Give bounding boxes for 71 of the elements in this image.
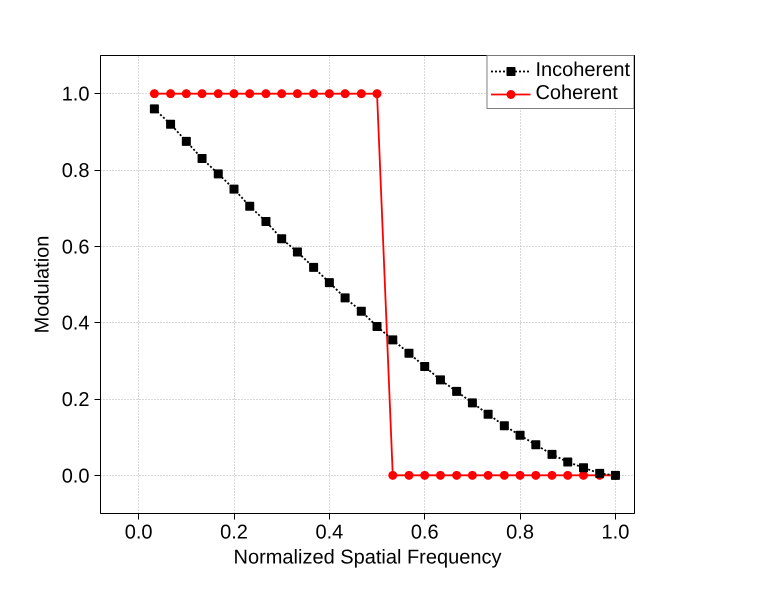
point [230, 184, 238, 194]
y-tick-label: 0.4 [62, 312, 90, 335]
point [261, 217, 270, 226]
point [484, 470, 493, 480]
legend-label: Coherent [535, 82, 618, 105]
point [420, 470, 430, 480]
point [452, 386, 462, 396]
point [548, 470, 557, 480]
y-tick-label: 1.0 [62, 84, 90, 106]
y-axis-title: Modulation [32, 236, 54, 334]
x-tick-label: 0.6 [410, 522, 439, 544]
point [245, 89, 254, 98]
point [182, 136, 191, 146]
point [340, 293, 350, 302]
x-axis-title: Normalized Spatial Frequency [234, 546, 502, 568]
point [324, 278, 334, 288]
y-tick-label: 0.2 [62, 389, 90, 411]
x-tick-label: 1.0 [602, 522, 630, 544]
point [182, 89, 191, 98]
y-tick-label: 0.8 [62, 160, 90, 182]
point [198, 89, 207, 98]
x-tick-label: 0.0 [124, 522, 153, 544]
x-tick-label: 0.2 [220, 522, 248, 544]
point [563, 470, 572, 480]
point [309, 262, 318, 272]
point [578, 463, 588, 472]
point [261, 89, 270, 98]
point [420, 362, 430, 372]
point [150, 89, 159, 98]
point [372, 89, 382, 98]
y-tick-label: 0.0 [62, 465, 90, 488]
point [324, 89, 334, 98]
point [452, 470, 462, 480]
point [531, 440, 540, 450]
point [500, 421, 509, 430]
point [531, 470, 540, 480]
point [292, 248, 302, 257]
point [309, 89, 318, 98]
y-tick-label: 0.6 [62, 236, 90, 258]
point [436, 470, 445, 480]
legend-label: Incoherent [535, 59, 630, 82]
x-tick-label: 0.4 [315, 522, 344, 544]
point [166, 120, 176, 129]
point [563, 457, 572, 466]
point [500, 470, 509, 480]
point [516, 430, 525, 440]
point [198, 154, 207, 164]
point [404, 348, 414, 358]
point [436, 375, 445, 384]
point [166, 89, 176, 98]
x-tick-label: 0.8 [506, 522, 534, 544]
point [230, 89, 238, 98]
point [245, 202, 254, 211]
point [468, 470, 477, 480]
point [214, 169, 223, 178]
point [404, 470, 414, 480]
point [388, 335, 398, 344]
point [468, 398, 477, 408]
point [214, 89, 223, 98]
point [292, 89, 302, 98]
point [516, 470, 525, 480]
point [277, 89, 286, 98]
point [356, 89, 366, 98]
point [372, 322, 382, 331]
point [150, 104, 159, 114]
point [388, 470, 398, 480]
point [340, 89, 350, 98]
point [277, 234, 286, 244]
point [548, 450, 557, 459]
point [484, 410, 493, 419]
point [356, 306, 366, 316]
